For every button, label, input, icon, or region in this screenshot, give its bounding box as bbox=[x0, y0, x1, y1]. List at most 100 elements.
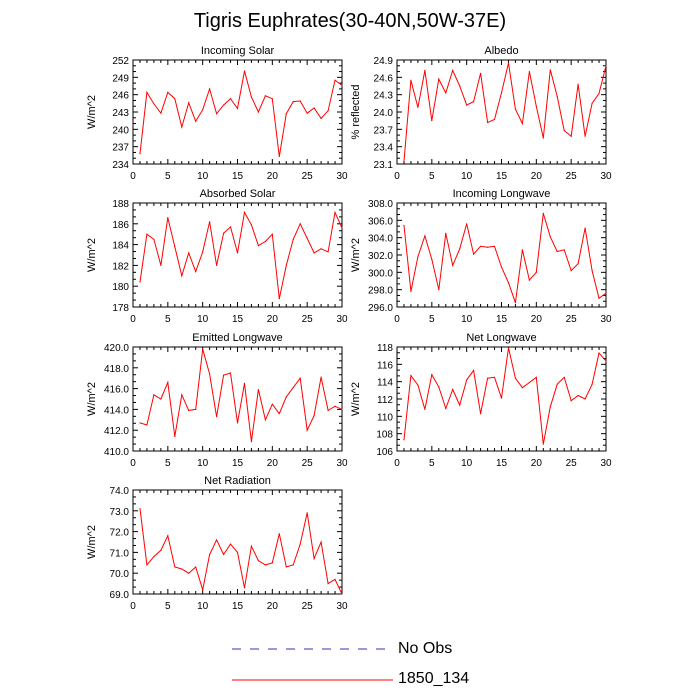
data-point bbox=[222, 104, 225, 106]
data-point bbox=[250, 96, 253, 98]
y-tick-label: 72.0 bbox=[110, 528, 130, 539]
data-point bbox=[542, 443, 544, 445]
y-tick-label: 420.0 bbox=[104, 343, 129, 354]
data-point bbox=[167, 381, 169, 383]
data-point bbox=[195, 566, 197, 568]
x-tick-label: 15 bbox=[232, 171, 244, 182]
data-point bbox=[285, 396, 287, 398]
y-axis-label: W/m^2 bbox=[86, 95, 98, 129]
x-tick-label: 15 bbox=[232, 458, 244, 469]
data-point bbox=[473, 369, 475, 371]
data-point bbox=[271, 562, 273, 564]
data-point bbox=[438, 386, 440, 388]
data-point bbox=[341, 593, 343, 595]
plot-frame bbox=[132, 59, 343, 165]
data-point bbox=[410, 375, 412, 377]
y-tick-label: 112 bbox=[377, 395, 393, 406]
panel-title: Absorbed Solar bbox=[200, 188, 276, 200]
data-point bbox=[480, 72, 482, 74]
data-point bbox=[431, 120, 433, 122]
data-point bbox=[257, 245, 259, 247]
data-point bbox=[424, 235, 426, 237]
data-point bbox=[167, 535, 169, 537]
x-tick-label: 10 bbox=[461, 458, 473, 469]
data-point bbox=[528, 381, 530, 384]
x-tick-label: 30 bbox=[336, 314, 348, 325]
data-point bbox=[292, 386, 294, 389]
data-point bbox=[341, 227, 343, 229]
data-point bbox=[313, 558, 315, 560]
data-point bbox=[459, 248, 461, 250]
panel-title: Emitted Longwave bbox=[192, 332, 283, 344]
x-tick-label: 20 bbox=[531, 171, 543, 182]
x-tick-label: 25 bbox=[302, 314, 314, 325]
data-point bbox=[264, 419, 266, 421]
data-point bbox=[605, 65, 607, 67]
x-tick-label: 15 bbox=[232, 314, 244, 325]
x-tick-label: 10 bbox=[461, 314, 473, 325]
y-tick-label: 24.3 bbox=[374, 91, 394, 102]
data-point bbox=[139, 508, 141, 510]
data-point bbox=[486, 121, 489, 123]
data-point bbox=[327, 583, 329, 585]
x-tick-label: 0 bbox=[130, 601, 136, 612]
data-point bbox=[584, 398, 586, 400]
data-point bbox=[188, 572, 190, 574]
x-tick-label: 5 bbox=[429, 314, 435, 325]
data-point bbox=[299, 223, 301, 225]
data-point bbox=[521, 122, 524, 125]
y-axis-label: W/m^2 bbox=[350, 382, 362, 416]
y-tick-label: 178 bbox=[112, 303, 129, 314]
data-point bbox=[222, 232, 225, 234]
data-point bbox=[229, 98, 232, 100]
x-tick-label: 30 bbox=[336, 458, 348, 469]
data-point bbox=[320, 248, 322, 250]
data-point bbox=[577, 263, 579, 265]
data-point bbox=[424, 69, 426, 71]
x-tick-label: 20 bbox=[267, 314, 279, 325]
data-point bbox=[605, 360, 607, 362]
data-point bbox=[181, 394, 183, 396]
data-point bbox=[139, 422, 141, 424]
y-tick-label: 252 bbox=[112, 56, 129, 67]
x-tick-label: 10 bbox=[197, 171, 209, 182]
data-point bbox=[598, 352, 600, 354]
data-point bbox=[181, 275, 183, 277]
data-point bbox=[591, 383, 593, 385]
y-tick-label: 300.0 bbox=[368, 268, 393, 279]
data-point bbox=[257, 111, 259, 113]
x-tick-label: 0 bbox=[130, 458, 136, 469]
panel-3: Absorbed Solar W/m^2 178 180 182 184 186 188 0 5 1… bbox=[86, 188, 348, 325]
data-point bbox=[480, 413, 482, 415]
data-point bbox=[299, 100, 301, 102]
data-point bbox=[466, 104, 468, 106]
plot-frame bbox=[132, 346, 343, 452]
data-point bbox=[403, 160, 405, 162]
data-point bbox=[403, 439, 405, 441]
data-point bbox=[306, 512, 308, 514]
data-point bbox=[250, 545, 253, 547]
plot-frame bbox=[396, 202, 607, 308]
y-tick-label: 108 bbox=[376, 430, 393, 441]
panel-title: Net Radiation bbox=[204, 475, 271, 487]
legend-label-obs: No Obs bbox=[398, 640, 453, 657]
x-tick-label: 5 bbox=[165, 314, 171, 325]
x-tick-label: 20 bbox=[267, 458, 279, 469]
data-point bbox=[605, 292, 607, 294]
y-tick-label: 296.0 bbox=[368, 303, 393, 314]
data-point bbox=[549, 406, 551, 408]
data-point bbox=[257, 560, 259, 562]
data-point bbox=[500, 92, 503, 94]
y-tick-label: 237 bbox=[112, 143, 129, 154]
data-point bbox=[243, 211, 246, 213]
data-point bbox=[591, 270, 593, 272]
data-point bbox=[493, 376, 496, 378]
data-point bbox=[278, 412, 280, 415]
panel-title: Albedo bbox=[484, 45, 518, 57]
y-tick-label: 184 bbox=[112, 241, 129, 252]
x-tick-label: 15 bbox=[496, 171, 508, 182]
panel-title: Incoming Longwave bbox=[453, 188, 551, 200]
y-tick-label: 24.6 bbox=[374, 73, 394, 84]
data-point bbox=[188, 409, 190, 412]
